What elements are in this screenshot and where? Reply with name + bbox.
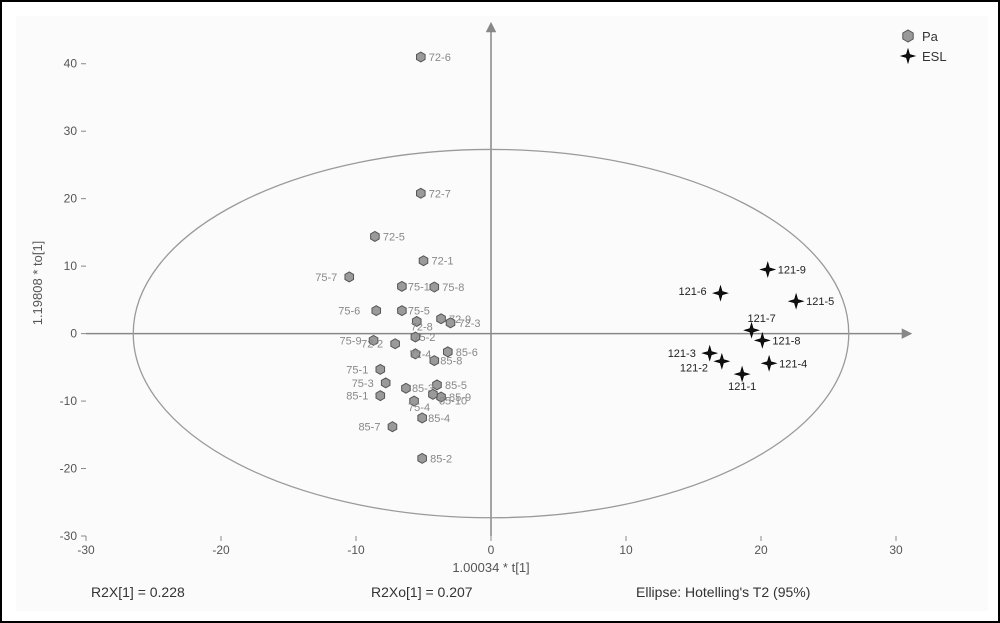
esl-point (715, 354, 729, 368)
point-label: 121-3 (668, 348, 696, 360)
pa-point (417, 188, 426, 198)
pa-point (371, 232, 380, 242)
point-label: 75-6 (338, 306, 360, 318)
point-label: 72-4 (409, 349, 431, 361)
legend-label: ESL (922, 49, 947, 64)
pa-point (388, 422, 397, 432)
point-label: 121-5 (806, 296, 834, 308)
pa-point (376, 391, 385, 401)
point-label: 75-2 (413, 332, 435, 344)
pa-point (433, 380, 442, 390)
y-tick-label: 30 (64, 124, 78, 138)
y-tick-label: 40 (64, 57, 78, 71)
point-label: 75-8 (442, 282, 464, 294)
point-label: 75-3 (352, 378, 374, 390)
point-label: 72-5 (383, 231, 405, 243)
point-label: 75-1 (346, 364, 368, 376)
pa-point (381, 378, 390, 388)
esl-point (761, 262, 775, 276)
point-label: 85-10 (439, 395, 467, 407)
x-tick-label: 10 (619, 543, 633, 557)
x-axis-title: 1.00034 * t[1] (452, 560, 529, 575)
esl-point (762, 356, 776, 370)
figure-frame: -30 -20 -10 0 10 20 30 -30 -20 -10 0 10 20 30 40 1.0003… (0, 0, 1000, 623)
scatter-plot: -30 -20 -10 0 10 20 30 -30 -20 -10 0 10 20 30 40 1.0003… (16, 16, 988, 611)
pa-point (391, 339, 400, 349)
pa-point (418, 453, 427, 463)
point-label: 121-6 (679, 286, 707, 298)
footer-r2xo: R2Xo[1] = 0.207 (371, 584, 473, 600)
x-tick-label: -30 (77, 543, 95, 557)
y-axis-title: 1.19808 * to[1] (30, 241, 45, 326)
x-tick-label: 0 (488, 543, 495, 557)
point-label: 85-4 (428, 413, 450, 425)
point-label: 85-1 (346, 391, 368, 403)
point-label: 72-2 (361, 339, 383, 351)
point-label: 85-2 (430, 453, 452, 465)
esl-point (755, 333, 769, 347)
legend-label: Pa (922, 29, 939, 44)
x-tick-label: 30 (889, 543, 903, 557)
point-label: 85-5 (445, 380, 467, 392)
point-label: 72-1 (432, 256, 454, 268)
point-label: 121-9 (778, 265, 806, 277)
x-tick-label: -10 (347, 543, 365, 557)
pa-point (417, 52, 426, 62)
point-label: 85-7 (358, 422, 380, 434)
point-label: 75-4 (408, 402, 430, 414)
pa-point (437, 314, 446, 324)
chart-svg: -30 -20 -10 0 10 20 30 -30 -20 -10 0 10 20 30 40 1.0003… (16, 16, 988, 611)
point-label: 75-9 (340, 335, 362, 347)
point-label: 121-2 (680, 362, 708, 374)
pa-point (398, 306, 407, 316)
legend-star-icon (901, 49, 915, 63)
y-tick-label: 10 (64, 259, 78, 273)
point-label: 75-5 (408, 306, 430, 318)
legend-hex-icon (903, 30, 913, 42)
y-tick-label: 0 (70, 327, 77, 341)
pa-point (429, 389, 438, 399)
pa-point (372, 306, 381, 316)
point-label: 121-1 (728, 381, 756, 393)
esl-point (789, 294, 803, 308)
point-label: 121-4 (779, 358, 807, 370)
point-label: 121-8 (772, 335, 800, 347)
y-tick-label: -10 (60, 394, 78, 408)
pa-point (418, 413, 427, 423)
y-tick-label: -20 (60, 462, 78, 476)
y-tick-label: -30 (60, 529, 78, 543)
point-label: 75-7 (315, 272, 337, 284)
pa-point (402, 383, 411, 393)
pa-point (430, 356, 439, 366)
pa-point (345, 272, 354, 282)
esl-point (735, 367, 749, 381)
pa-point (398, 281, 407, 291)
pa-point (430, 282, 439, 292)
pa-point (376, 364, 385, 374)
point-label: 72-6 (429, 52, 451, 64)
x-tick-label: -20 (212, 543, 230, 557)
x-tick-label: 20 (754, 543, 768, 557)
footer-ellipse: Ellipse: Hotelling's T2 (95%) (636, 584, 810, 600)
point-label: 72-3 (459, 318, 481, 330)
point-label: 121-7 (748, 313, 776, 325)
pa-point (419, 256, 428, 266)
footer-r2x: R2X[1] = 0.228 (91, 584, 185, 600)
esl-point (713, 286, 727, 300)
pa-point (446, 318, 455, 328)
y-tick-label: 20 (64, 192, 78, 206)
esl-point (703, 346, 717, 360)
point-label: 72-7 (429, 188, 451, 200)
point-label: 85-8 (440, 356, 462, 368)
